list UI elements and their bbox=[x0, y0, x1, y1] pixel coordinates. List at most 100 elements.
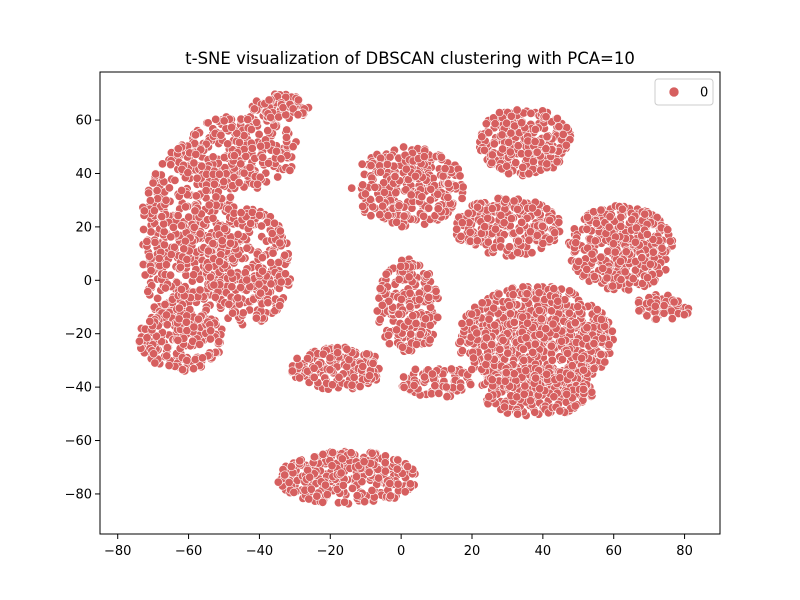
scatter-point bbox=[149, 349, 159, 359]
scatter-point bbox=[405, 288, 415, 298]
x-tick-label: −60 bbox=[175, 544, 202, 559]
scatter-point bbox=[411, 339, 421, 349]
scatter-point bbox=[325, 365, 335, 375]
scatter-point bbox=[164, 360, 174, 370]
scatter-point bbox=[338, 480, 348, 490]
scatter-point bbox=[399, 372, 409, 382]
scatter-point bbox=[166, 160, 176, 170]
scatter-point bbox=[166, 270, 176, 280]
scatter-point bbox=[549, 284, 559, 294]
scatter-point bbox=[359, 457, 369, 467]
scatter-point bbox=[247, 143, 257, 153]
scatter-point bbox=[565, 370, 575, 380]
scatter-point bbox=[570, 401, 580, 411]
scatter-point bbox=[483, 237, 493, 247]
scatter-point bbox=[468, 353, 478, 363]
scatter-point bbox=[523, 148, 533, 158]
scatter-point bbox=[401, 164, 411, 174]
scatter-point bbox=[591, 218, 601, 228]
scatter-point bbox=[375, 283, 385, 293]
scatter-point bbox=[233, 293, 243, 303]
scatter-point bbox=[642, 273, 652, 283]
scatter-point bbox=[226, 268, 236, 278]
scatter-point bbox=[224, 299, 234, 309]
scatter-point bbox=[367, 448, 377, 458]
scatter-point bbox=[442, 392, 452, 402]
scatter-point bbox=[519, 389, 529, 399]
scatter-point bbox=[280, 269, 290, 279]
scatter-point bbox=[531, 373, 541, 383]
scatter-point bbox=[374, 473, 384, 483]
scatter-point bbox=[425, 195, 435, 205]
scatter-point bbox=[457, 193, 467, 203]
scatter-point bbox=[228, 308, 238, 318]
scatter-point bbox=[145, 316, 155, 326]
scatter-point bbox=[553, 296, 563, 306]
scatter-point bbox=[225, 192, 235, 202]
x-tick-label: −80 bbox=[104, 544, 131, 559]
scatter-point bbox=[509, 317, 519, 327]
scatter-point bbox=[249, 104, 259, 114]
scatter-point bbox=[320, 480, 330, 490]
scatter-point bbox=[542, 204, 552, 214]
scatter-point bbox=[589, 272, 599, 282]
scatter-point bbox=[489, 139, 499, 149]
scatter-point bbox=[365, 371, 375, 381]
scatter-point bbox=[340, 497, 350, 507]
scatter-point bbox=[396, 294, 406, 304]
scatter-point bbox=[561, 140, 571, 150]
scatter-point bbox=[554, 122, 564, 132]
scatter-point bbox=[203, 246, 213, 256]
scatter-point bbox=[592, 305, 602, 315]
scatter-point bbox=[281, 132, 291, 142]
scatter-point bbox=[480, 222, 490, 232]
scatter-point bbox=[565, 286, 575, 296]
scatter-point bbox=[240, 268, 250, 278]
scatter-point bbox=[555, 406, 565, 416]
scatter-point bbox=[336, 468, 346, 478]
scatter-point bbox=[368, 358, 378, 368]
scatter-point bbox=[483, 213, 493, 223]
y-tick-label: 20 bbox=[75, 220, 92, 235]
scatter-point bbox=[220, 224, 230, 234]
y-tick-label: −40 bbox=[65, 381, 92, 396]
scatter-point bbox=[524, 235, 534, 245]
scatter-point bbox=[455, 382, 465, 392]
scatter-point bbox=[425, 335, 435, 345]
scatter-point bbox=[642, 311, 652, 321]
scatter-point bbox=[358, 201, 368, 211]
scatter-point bbox=[285, 165, 295, 175]
scatter-point bbox=[255, 210, 265, 220]
scatter-point bbox=[376, 153, 386, 163]
scatter-point bbox=[400, 487, 410, 497]
scatter-point bbox=[504, 169, 514, 179]
scatter-point bbox=[528, 157, 538, 167]
scatter-point bbox=[467, 364, 477, 374]
scatter-point bbox=[667, 314, 677, 324]
scatter-point bbox=[534, 288, 544, 298]
scatter-point bbox=[436, 152, 446, 162]
scatter-point bbox=[582, 212, 592, 222]
y-axis: −80 −60 −40 −20 0 20 40 60 bbox=[65, 114, 100, 502]
x-tick-label: −20 bbox=[317, 544, 344, 559]
scatter-point bbox=[424, 292, 434, 302]
scatter-point bbox=[151, 169, 161, 179]
scatter-point bbox=[455, 336, 465, 346]
scatter-point bbox=[143, 287, 153, 297]
scatter-point bbox=[558, 129, 568, 139]
scatter-point bbox=[650, 301, 660, 311]
scatter-point bbox=[403, 462, 413, 472]
scatter-point bbox=[263, 158, 273, 168]
scatter-point bbox=[148, 178, 158, 188]
scatter-point bbox=[189, 270, 199, 280]
scatter-point bbox=[239, 168, 249, 178]
scatter-point bbox=[142, 237, 152, 247]
scatter-point bbox=[616, 275, 626, 285]
scatter-point bbox=[542, 132, 552, 142]
scatter-point bbox=[411, 318, 421, 328]
scatter-point bbox=[408, 311, 418, 321]
scatter-point bbox=[532, 230, 542, 240]
scatter-point bbox=[159, 240, 169, 250]
scatter-point bbox=[246, 125, 256, 135]
scatter-point bbox=[405, 302, 415, 312]
